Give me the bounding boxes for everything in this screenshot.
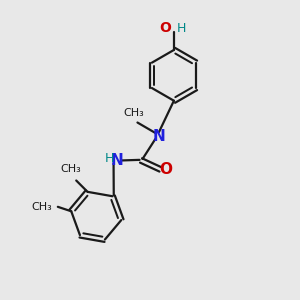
Text: N: N — [111, 153, 124, 168]
Text: O: O — [159, 162, 172, 177]
Text: CH₃: CH₃ — [31, 202, 52, 212]
Text: H: H — [176, 22, 186, 35]
Text: N: N — [153, 129, 165, 144]
Text: O: O — [160, 22, 172, 35]
Text: CH₃: CH₃ — [61, 164, 82, 174]
Text: CH₃: CH₃ — [123, 108, 144, 118]
Text: H: H — [105, 152, 114, 165]
